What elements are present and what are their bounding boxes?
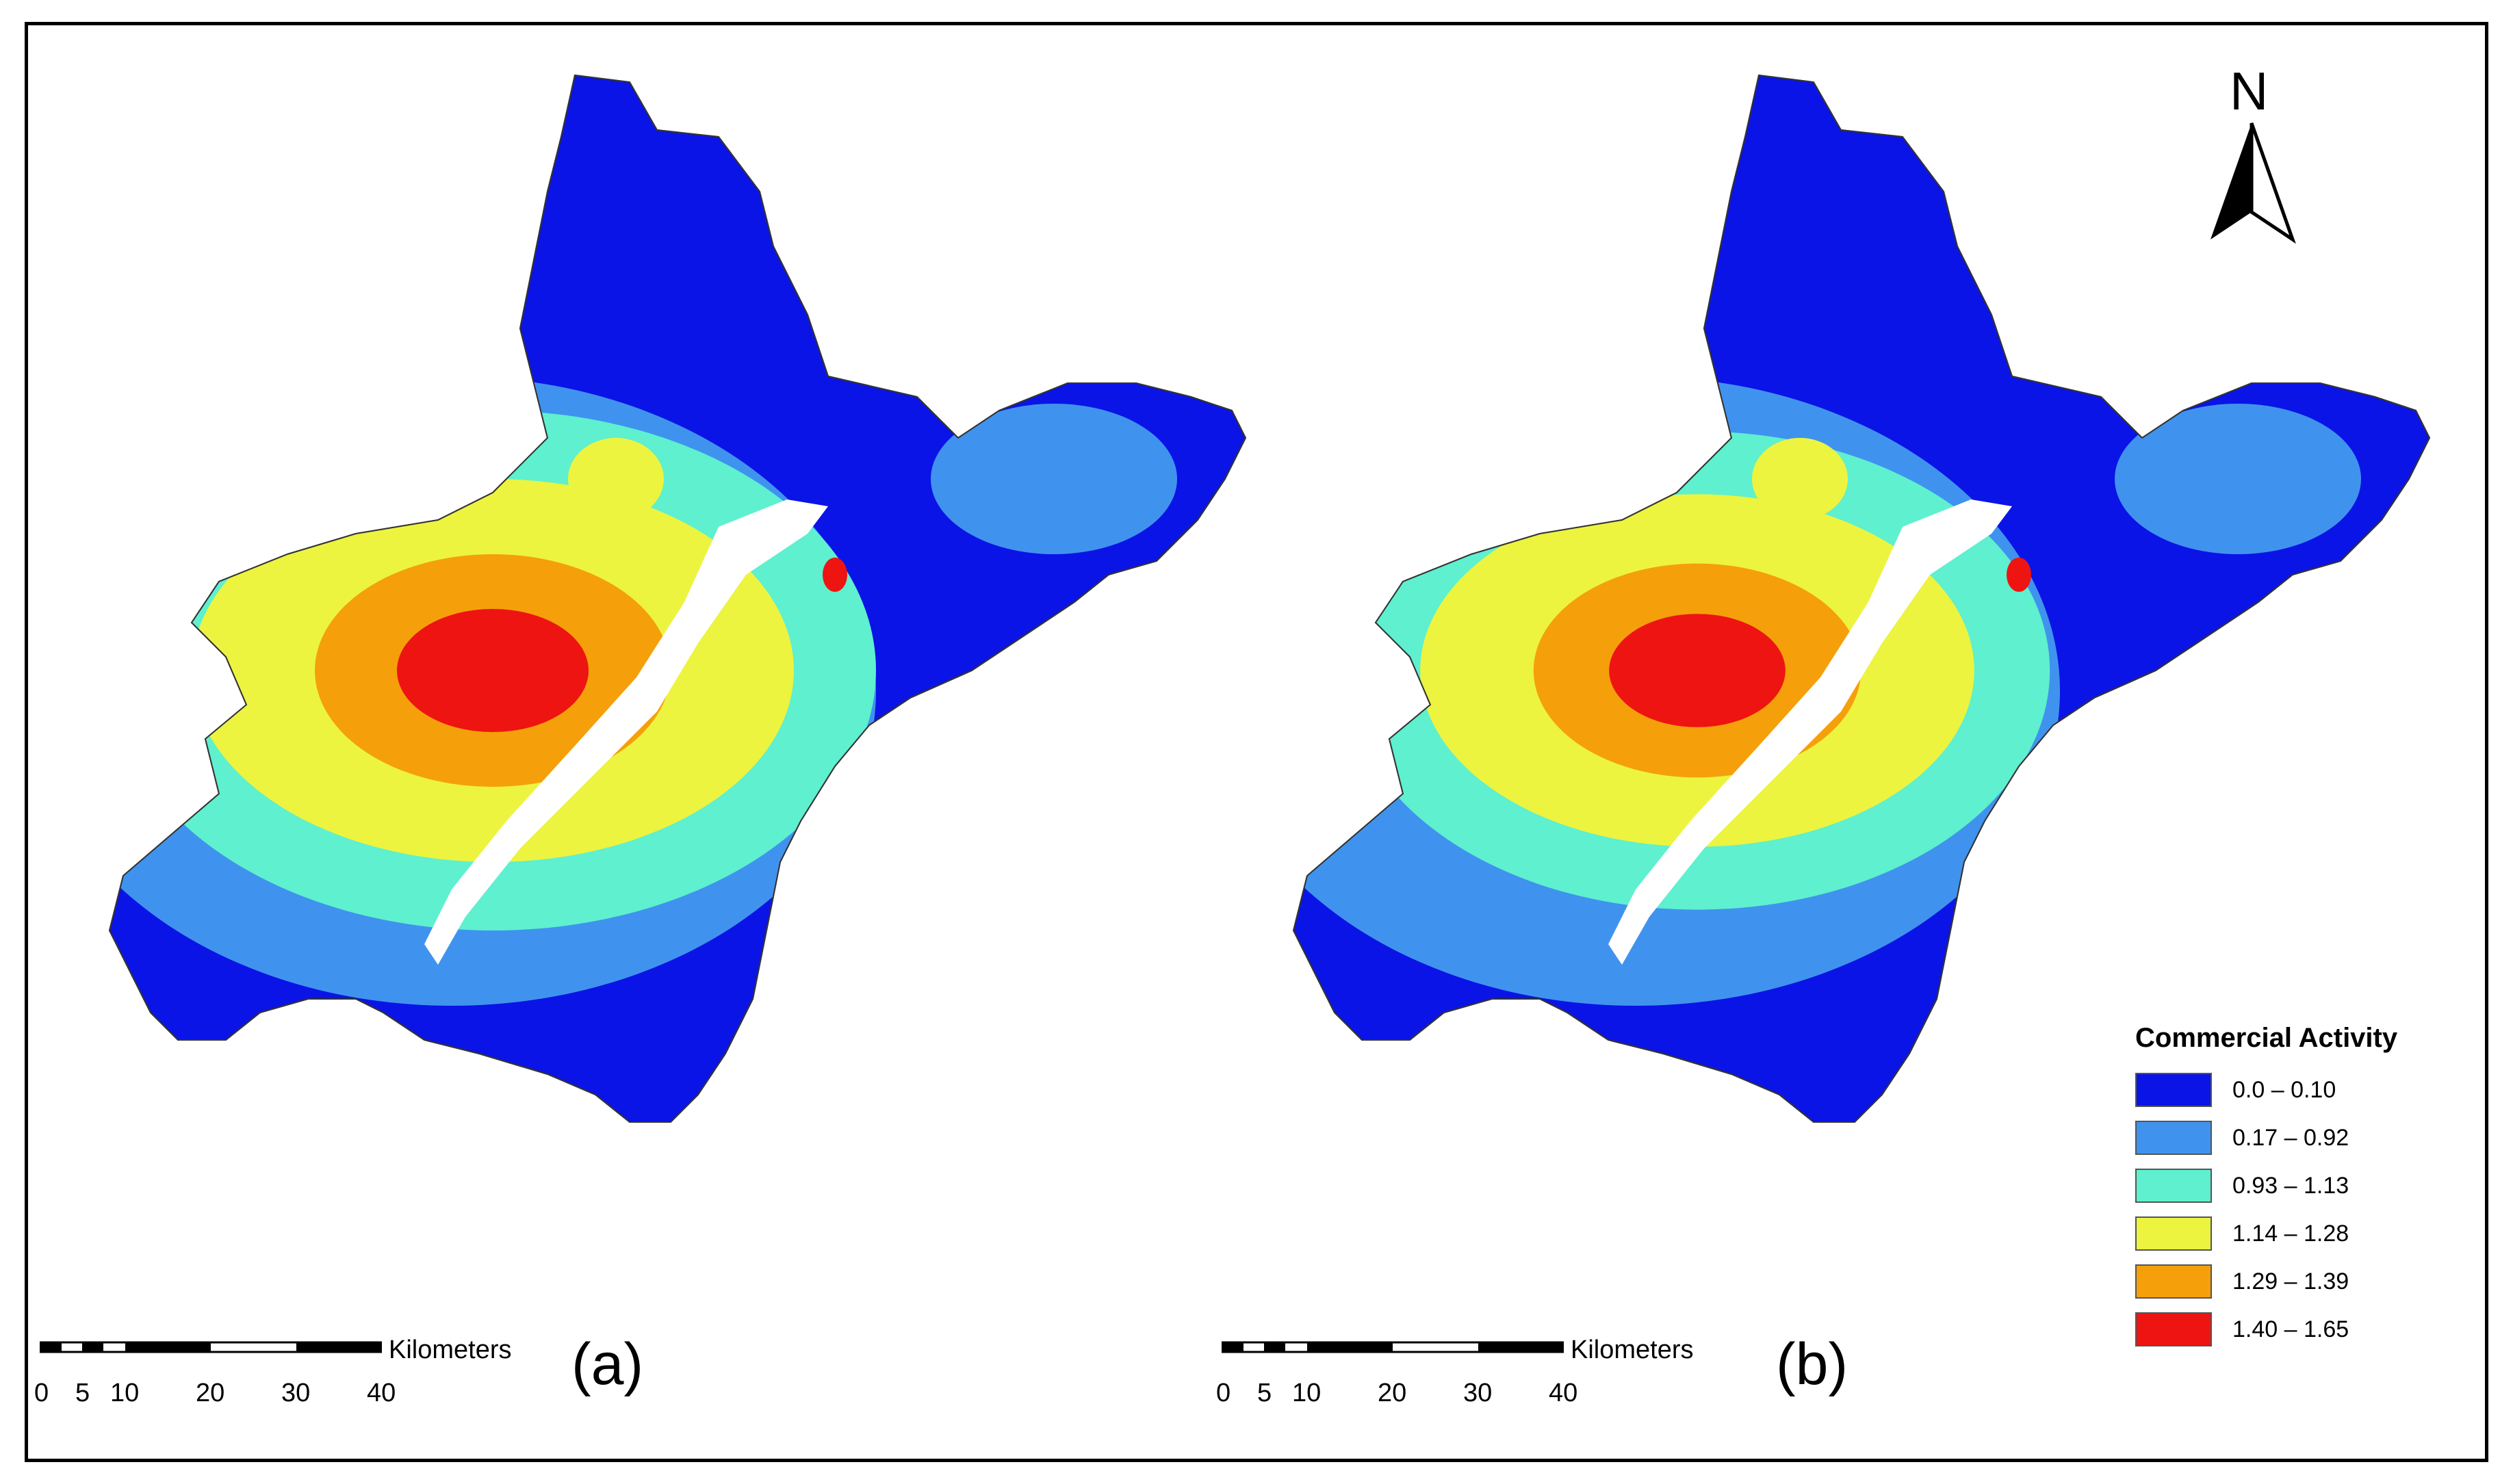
- legend-item: 1.40 – 1.65: [2135, 1305, 2436, 1353]
- legend-item: 1.14 – 1.28: [2135, 1210, 2436, 1258]
- scale-tick: 0: [34, 1379, 49, 1407]
- region-class-5: [823, 558, 847, 592]
- scale-tick: 30: [281, 1379, 311, 1407]
- scale-tick: 20: [196, 1379, 225, 1407]
- legend-label: 0.93 – 1.13: [2232, 1172, 2349, 1199]
- scale-tick: 40: [367, 1379, 396, 1407]
- north-label: N: [2230, 61, 2269, 121]
- panel-label-b: (b): [1776, 1331, 1848, 1397]
- legend-item: 1.29 – 1.39: [2135, 1258, 2436, 1305]
- scale-tick: 30: [1463, 1379, 1493, 1407]
- legend-swatch: [2135, 1312, 2212, 1346]
- legend-label: 0.17 – 0.92: [2232, 1124, 2349, 1151]
- scale-bar-graphic: [1220, 1341, 1565, 1353]
- legend-item: 0.0 – 0.10: [2135, 1066, 2436, 1114]
- region-boundary: [1292, 74, 2431, 1123]
- legend-item: 0.17 – 0.92: [2135, 1114, 2436, 1162]
- scale-bar-graphic: [38, 1341, 383, 1353]
- region-layer: [108, 74, 1247, 1123]
- map-legend: Commercial Activity 0.0 – 0.10 0.17 – 0.…: [2135, 1023, 2436, 1353]
- legend-label: 1.29 – 1.39: [2232, 1268, 2349, 1294]
- legend-swatch: [2135, 1169, 2212, 1203]
- region-class-1: [931, 404, 1177, 554]
- region-classes: [109, 376, 1177, 1006]
- scale-tick: 20: [1378, 1379, 1407, 1407]
- river: [1608, 499, 2012, 965]
- north-arrow-icon: [2211, 122, 2296, 244]
- scale-tick: 10: [1292, 1379, 1322, 1407]
- scale-tick: 5: [75, 1379, 90, 1407]
- region-class-5: [397, 609, 589, 732]
- legend-label: 0.0 – 0.10: [2232, 1076, 2336, 1103]
- legend-label: 1.14 – 1.28: [2232, 1220, 2349, 1247]
- region-classes: [1293, 376, 2361, 1006]
- choropleth-map-b: [1292, 74, 2431, 1123]
- legend-title: Commercial Activity: [2135, 1023, 2398, 1053]
- region-class-1: [2115, 404, 2361, 554]
- river: [424, 499, 828, 965]
- scale-bar-b: Kilometers 0 5 10 20 30 40: [1216, 1336, 1694, 1407]
- region-class-3: [1752, 438, 1848, 520]
- legend-swatch: [2135, 1216, 2212, 1251]
- scale-tick: 0: [1216, 1379, 1231, 1407]
- legend-swatch: [2135, 1121, 2212, 1155]
- region-class-5: [2007, 558, 2031, 592]
- map-panel-a: [68, 55, 1287, 1396]
- legend-swatch: [2135, 1073, 2212, 1107]
- region-boundary: [108, 74, 1247, 1123]
- scale-bar-a: Kilometers 0 5 10 20 30 40: [34, 1336, 512, 1407]
- panel-label-a: (a): [571, 1331, 644, 1397]
- legend-item: 0.93 – 1.13: [2135, 1162, 2436, 1210]
- map-panel-b: [1252, 55, 2471, 1396]
- choropleth-map-a: [108, 74, 1247, 1123]
- legend-swatch: [2135, 1264, 2212, 1299]
- scale-tick: 40: [1549, 1379, 1578, 1407]
- legend-label: 1.40 – 1.65: [2232, 1316, 2349, 1342]
- scale-unit-label: Kilometers: [1571, 1336, 1694, 1364]
- region-class-5: [1609, 614, 1786, 727]
- region-class-3: [568, 438, 664, 520]
- scale-tick: 5: [1257, 1379, 1272, 1407]
- scale-tick: 10: [110, 1379, 140, 1407]
- map-frame: [25, 22, 2488, 1462]
- scale-unit-label: Kilometers: [389, 1336, 512, 1364]
